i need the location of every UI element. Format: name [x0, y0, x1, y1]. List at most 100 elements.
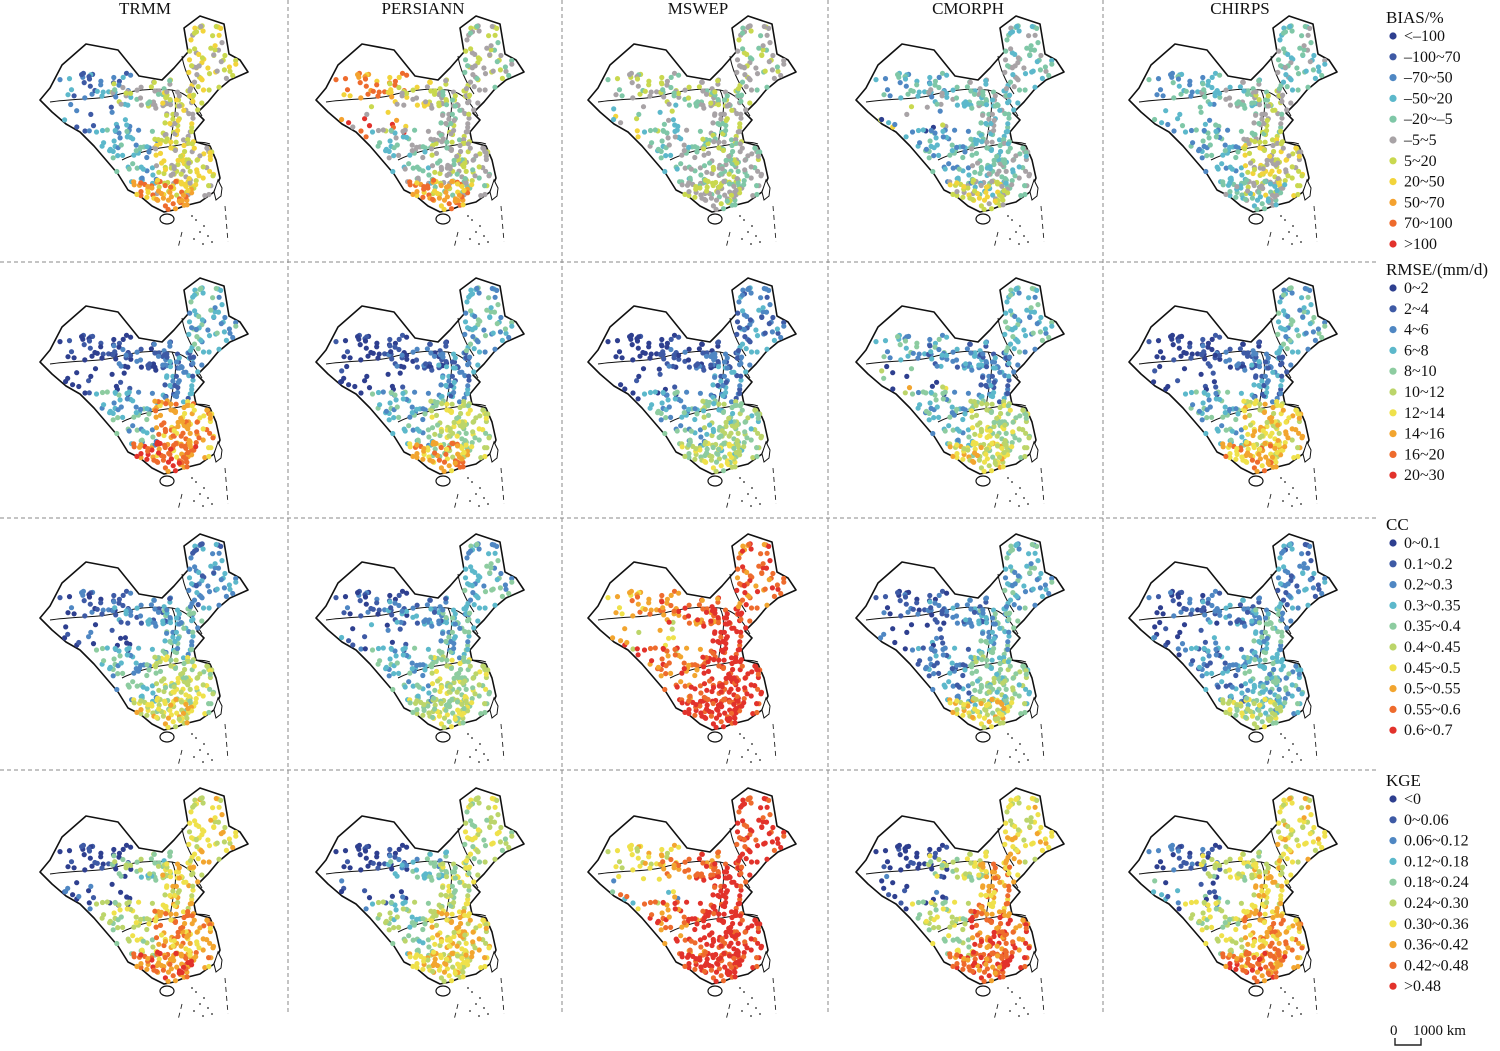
station-point [710, 166, 717, 173]
station-point [976, 457, 982, 463]
station-point [990, 192, 996, 198]
station-point [1157, 349, 1164, 355]
station-point [451, 419, 457, 425]
station-point [1256, 120, 1262, 127]
station-point [128, 94, 134, 100]
station-point [1267, 171, 1273, 177]
station-point [167, 120, 173, 127]
station-point [758, 295, 764, 301]
station-point [120, 602, 126, 609]
station-point [178, 171, 184, 177]
station-point [402, 684, 408, 690]
station-point [999, 445, 1005, 451]
station-point [720, 409, 726, 415]
station-point [463, 180, 469, 186]
station-point [414, 662, 420, 668]
station-point [721, 97, 728, 103]
station-point [392, 130, 398, 136]
station-point [467, 79, 474, 85]
station-point [206, 191, 212, 198]
station-point [130, 423, 136, 429]
station-point [1011, 369, 1017, 375]
station-point [998, 410, 1004, 417]
station-point [186, 57, 193, 63]
station-point [196, 51, 202, 58]
station-point [910, 350, 916, 356]
station-point [1020, 407, 1026, 413]
map-cc-trmm [39, 533, 249, 767]
station-point [432, 188, 438, 194]
station-point [159, 678, 165, 684]
station-point [931, 153, 937, 159]
station-point [634, 116, 640, 122]
station-point [1011, 346, 1017, 352]
station-point [385, 627, 391, 633]
station-point [162, 428, 169, 435]
station-point [981, 206, 987, 212]
station-point [428, 136, 434, 142]
station-point [171, 428, 177, 434]
station-point [938, 101, 944, 107]
station-point [745, 153, 751, 159]
station-point [920, 127, 926, 133]
station-point [409, 410, 415, 416]
station-point [206, 589, 213, 595]
station-point [410, 165, 416, 171]
station-point [766, 59, 772, 65]
station-point [175, 419, 181, 425]
station-point [715, 382, 721, 389]
station-point [1005, 128, 1011, 134]
station-point [672, 122, 678, 128]
station-point [200, 164, 206, 170]
station-point [1273, 202, 1279, 208]
station-point [978, 444, 984, 451]
station-point [118, 101, 124, 107]
station-point [162, 182, 168, 189]
station-point [57, 339, 63, 345]
station-point [767, 302, 773, 308]
station-point [1289, 426, 1295, 432]
station-point [386, 673, 392, 679]
station-point [499, 75, 505, 81]
station-point [172, 724, 179, 730]
station-point [492, 346, 498, 352]
station-point [112, 127, 118, 134]
station-point [205, 327, 211, 333]
station-point [167, 451, 173, 457]
station-point [436, 618, 442, 624]
station-point [130, 161, 136, 167]
station-point [362, 634, 368, 640]
station-point [173, 440, 179, 446]
station-point [486, 551, 492, 557]
station-point [200, 290, 206, 296]
station-point [175, 645, 181, 652]
station-point [1282, 64, 1288, 70]
station-point [758, 435, 764, 441]
station-point [1175, 76, 1182, 82]
station-point [748, 426, 754, 432]
station-point [394, 619, 400, 625]
station-point [444, 184, 450, 190]
station-point [467, 407, 473, 413]
station-point [346, 638, 352, 644]
station-point [713, 459, 720, 465]
station-point [352, 383, 358, 390]
station-point [432, 687, 438, 693]
station-point [153, 425, 160, 431]
station-point [660, 349, 666, 355]
station-point [927, 400, 933, 406]
station-point [131, 700, 137, 706]
station-point [111, 599, 117, 605]
station-point [1015, 100, 1021, 106]
station-point [1236, 99, 1242, 105]
station-point [108, 104, 114, 110]
station-point [465, 63, 471, 69]
station-point [887, 355, 893, 361]
station-point [492, 294, 498, 300]
station-point [376, 89, 382, 95]
station-point [664, 130, 670, 136]
station-point [492, 602, 498, 608]
station-point [222, 570, 228, 577]
station-point [1256, 451, 1262, 457]
station-point [137, 613, 144, 619]
